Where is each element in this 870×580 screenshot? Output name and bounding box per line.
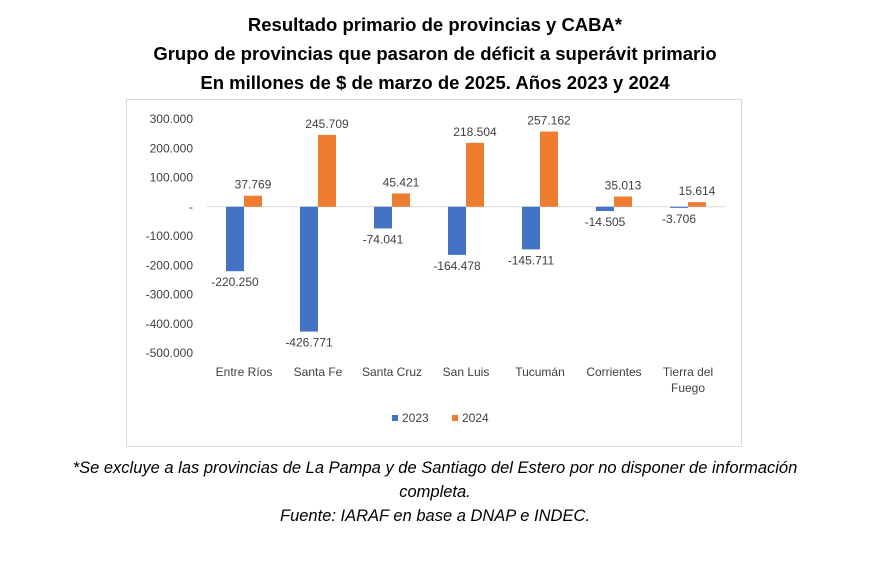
x-category-label: San Luis: [443, 365, 490, 379]
y-tick-label: 100.000: [150, 171, 194, 185]
x-category-label-line: Tierra del: [663, 365, 713, 379]
bar-2023-santa-fe: [300, 206, 318, 332]
data-label: 45.421: [383, 175, 420, 189]
bar-2023-entre-ríos: [226, 206, 244, 272]
source-note: Fuente: IARAF en base a DNAP e INDEC.: [280, 507, 590, 525]
chart-area: 300.000 200.000 100.000 - -100.000 -200.000 -3…: [126, 99, 742, 447]
legend-label: 2023: [402, 411, 429, 425]
bar-2023-san-luis: [448, 206, 466, 255]
data-label: -426.771: [285, 336, 333, 350]
y-tick-label: -300.000: [146, 288, 194, 302]
footnote-block: *Se excluye a las provincias de La Pampa…: [0, 456, 870, 528]
y-tick-label: 300.000: [150, 112, 194, 126]
x-category-label: Tierra del Fuego: [663, 365, 713, 395]
data-label: 257.162: [527, 114, 571, 128]
data-label: -74.041: [363, 232, 404, 246]
bar-2024-santa-fe: [318, 134, 336, 207]
data-label: -145.711: [508, 253, 555, 267]
data-label: -220.250: [211, 275, 259, 289]
y-tick-label: 200.000: [150, 141, 194, 155]
data-label: -164.478: [433, 259, 481, 273]
bar-2024-tucumán: [540, 131, 558, 207]
data-label: 245.709: [305, 117, 349, 131]
y-tick-label: -: [189, 200, 193, 214]
x-category-label: Tucumán: [515, 365, 565, 379]
data-label: 35.013: [605, 179, 642, 193]
data-label: -14.505: [585, 215, 626, 229]
bar-2023-santa-cruz: [374, 206, 392, 229]
bar-2023-tierra-del-fuego: [670, 206, 688, 208]
x-category-label: Corrientes: [586, 365, 641, 379]
bar-2023-corrientes: [596, 206, 614, 211]
bar-2024-san-luis: [466, 142, 484, 207]
data-label: 218.504: [453, 125, 497, 139]
x-category-label: Santa Fe: [294, 365, 343, 379]
x-category-label-line: Fuego: [671, 381, 705, 395]
legend-label: 2024: [462, 411, 489, 425]
chart-title: Resultado primario de provincias y CABA*: [247, 14, 623, 35]
x-category-label: Santa Cruz: [362, 365, 422, 379]
data-label: 37.769: [235, 178, 272, 192]
legend-swatch-2024: [452, 415, 458, 421]
bar-2024-tierra-del-fuego: [688, 202, 706, 207]
bar-2023-tucumán: [522, 206, 540, 250]
bar-2024-entre-ríos: [244, 195, 262, 207]
y-tick-label: -400.000: [146, 317, 194, 331]
data-label: -3.706: [662, 212, 696, 226]
bar-chart: 300.000 200.000 100.000 - -100.000 -200.000 -3…: [146, 112, 725, 425]
y-tick-label: -200.000: [146, 258, 194, 272]
footnote-text: *Se excluye a las provincias de La Pampa…: [72, 459, 798, 477]
bar-2024-corrientes: [614, 196, 632, 207]
chart-units-subtitle: En millones de $ de marzo de 2025. Años …: [200, 72, 670, 93]
y-tick-label: -500.000: [146, 346, 194, 360]
x-category-label: Entre Ríos: [216, 365, 273, 379]
chart-title-block: Resultado primario de provincias y CABA*…: [0, 10, 870, 97]
chart-subtitle: Grupo de provincias que pasaron de défic…: [153, 43, 717, 64]
footnote-text-continued: completa.: [399, 483, 471, 501]
y-tick-label: -100.000: [146, 229, 194, 243]
legend-swatch-2023: [392, 415, 398, 421]
data-label: 15.614: [679, 184, 716, 198]
bar-2024-santa-cruz: [392, 193, 410, 207]
